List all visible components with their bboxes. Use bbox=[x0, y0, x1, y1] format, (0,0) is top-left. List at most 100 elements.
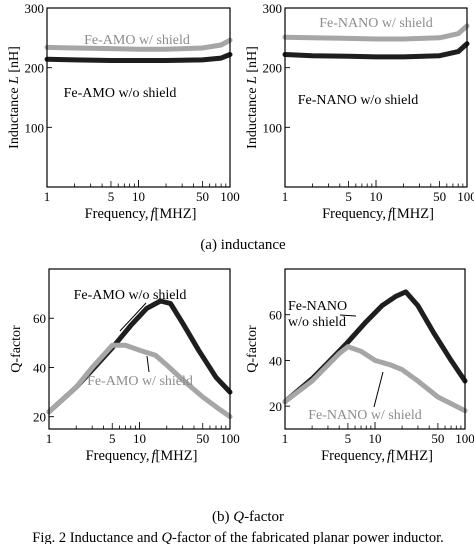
x-tick-label: 100 bbox=[457, 189, 474, 204]
x-axis-label-italic: f bbox=[388, 206, 394, 222]
x-tick-label: 50 bbox=[196, 431, 209, 446]
annotation-leader bbox=[373, 371, 384, 408]
x-tick-label: 50 bbox=[433, 189, 446, 204]
y-axis-label-suffix: [nH] bbox=[7, 46, 22, 76]
caption-b-prefix: (b) bbox=[212, 509, 233, 525]
x-tick-label: 100 bbox=[220, 431, 240, 446]
y-tick-label: 20 bbox=[269, 399, 282, 414]
x-axis-label: Frequency, f[MHZ] bbox=[321, 448, 433, 464]
series-label-line: Fe-NANO bbox=[288, 299, 347, 314]
y-axis-label-prefix: Inductance bbox=[7, 84, 22, 149]
series-line-fe-amo-w-shield bbox=[46, 342, 233, 420]
x-tick-label: 100 bbox=[455, 431, 474, 446]
y-axis-label-prefix: Q-factor bbox=[245, 325, 260, 373]
x-axis-label: Frequency, f[MHZ] bbox=[85, 206, 197, 222]
x-tick-label: 1 bbox=[44, 189, 51, 204]
y-axis-label-prefix: Q-factor bbox=[9, 325, 24, 373]
y-axis-label-suffix: [nH] bbox=[245, 46, 260, 76]
y-axis-label-italic: L bbox=[7, 76, 22, 85]
chart-q-amo: 1 5 10 50 100 20 40 60 Frequency, f[MHZ] Q-factor F… bbox=[9, 268, 240, 464]
annotation-leader bbox=[339, 314, 357, 317]
y-tick-label: 200 bbox=[263, 61, 283, 76]
x-tick-label: 10 bbox=[133, 431, 146, 446]
y-tick-label: 20 bbox=[33, 410, 46, 425]
series-label-fe-amo-w-shield: Fe-AMO w/ shield bbox=[84, 33, 190, 48]
series-label-fe-amo-w-o-shield: Fe-AMO w/o shield bbox=[64, 86, 177, 101]
figure-caption-prefix: Fig. 2 Inductance and bbox=[32, 530, 161, 544]
chart-ind-amo: 1 5 10 50 100 100 200 300 Frequency, f[MHZ] Induct… bbox=[7, 1, 240, 222]
caption-b: (b) Q-factor bbox=[212, 509, 284, 525]
figure-caption-suffix: -factor of the fabricated planar power i… bbox=[172, 530, 444, 544]
caption-a: (a) inductance bbox=[200, 237, 286, 253]
series-line-fe-amo-w-shield bbox=[44, 37, 233, 52]
x-tick-label: 50 bbox=[431, 431, 444, 446]
chart-q-nano: 1 5 10 50 100 20 40 60 Frequency, f[MHZ] Q-factor F… bbox=[245, 268, 474, 464]
x-tick-label: 1 bbox=[282, 189, 289, 204]
annotation-leader bbox=[119, 302, 147, 332]
caption-b-italic: Q bbox=[233, 509, 244, 525]
y-tick-label: 40 bbox=[33, 360, 46, 375]
x-axis-label-suffix: [MHZ] bbox=[156, 448, 198, 464]
y-axis-label: Inductance L [nH] bbox=[7, 46, 22, 149]
y-tick-label: 300 bbox=[263, 1, 283, 16]
chart-ind-nano: 1 5 10 50 100 100 200 300 Frequency, f[MHZ] Induct… bbox=[245, 1, 474, 222]
series-label-line: Fe-NANO w/ shield bbox=[319, 16, 433, 31]
x-tick-label: 5 bbox=[345, 431, 352, 446]
x-tick-label: 10 bbox=[370, 189, 383, 204]
x-tick-label: 5 bbox=[108, 189, 115, 204]
x-axis-label-prefix: Frequency, bbox=[86, 448, 150, 464]
y-tick-label: 300 bbox=[25, 1, 45, 16]
series-line-fe-nano-w-o-shield bbox=[282, 41, 470, 60]
x-axis-label-prefix: Frequency, bbox=[85, 206, 149, 222]
x-tick-label: 5 bbox=[109, 431, 116, 446]
y-axis-label-prefix: Inductance bbox=[245, 84, 260, 149]
series-label-fe-nano-w-o-shield: Fe-NANO w/o shield bbox=[298, 93, 419, 108]
series-line-fe-amo-w-o-shield bbox=[44, 52, 233, 63]
series-label-line: Fe-NANO w/o shield bbox=[298, 93, 419, 108]
series-line-fe-nano-w-shield bbox=[282, 344, 468, 414]
y-axis-label-italic: L bbox=[245, 76, 260, 85]
series-label-fe-amo-w-shield: Fe-AMO w/ shield bbox=[87, 374, 193, 389]
figure-caption-italic: Q bbox=[162, 530, 173, 544]
x-axis-label-suffix: [MHZ] bbox=[392, 206, 434, 222]
x-axis-label-prefix: Frequency, bbox=[321, 448, 385, 464]
series-line-fe-nano-w-shield bbox=[282, 23, 470, 42]
x-axis-label-prefix: Frequency, bbox=[322, 206, 386, 222]
x-axis-label-italic: f bbox=[151, 448, 157, 464]
x-tick-label: 1 bbox=[282, 431, 289, 446]
y-tick-label: 40 bbox=[269, 353, 282, 368]
series-label-fe-nano-w-shield: Fe-NANO w/ shield bbox=[308, 408, 422, 423]
series-label-line: Fe-AMO w/ shield bbox=[84, 33, 190, 48]
caption-b-suffix: -factor bbox=[244, 509, 284, 525]
annotation-leader bbox=[146, 355, 150, 373]
series-label-fe-nano-w-o-shield: Fe-NANO w/o shield bbox=[288, 299, 347, 330]
series-label-line: Fe-AMO w/o shield bbox=[74, 288, 187, 303]
y-axis-label: Q-factor bbox=[9, 325, 24, 373]
x-axis-label-suffix: [MHZ] bbox=[391, 448, 433, 464]
figure-caption: Fig. 2 Inductance and Q-factor of the fa… bbox=[32, 530, 444, 544]
x-axis-label: Frequency, f[MHZ] bbox=[322, 206, 434, 222]
x-tick-label: 50 bbox=[196, 189, 209, 204]
x-axis-label-italic: f bbox=[150, 206, 156, 222]
x-axis-label: Frequency, f[MHZ] bbox=[86, 448, 198, 464]
x-tick-label: 10 bbox=[132, 189, 145, 204]
x-tick-label: 1 bbox=[46, 431, 53, 446]
series-label-fe-amo-w-o-shield: Fe-AMO w/o shield bbox=[74, 288, 187, 303]
y-tick-label: 100 bbox=[25, 120, 45, 135]
y-axis-label: Inductance L [nH] bbox=[245, 46, 260, 149]
x-axis-label-italic: f bbox=[387, 448, 393, 464]
y-tick-label: 100 bbox=[263, 120, 283, 135]
y-tick-label: 60 bbox=[269, 308, 282, 323]
series-label-line: Fe-AMO w/o shield bbox=[64, 86, 177, 101]
x-tick-label: 100 bbox=[220, 189, 240, 204]
x-tick-label: 5 bbox=[345, 189, 352, 204]
series-label-line: Fe-AMO w/ shield bbox=[87, 374, 193, 389]
y-tick-label: 200 bbox=[25, 61, 45, 76]
series-label-fe-nano-w-shield: Fe-NANO w/ shield bbox=[319, 16, 433, 31]
x-tick-label: 10 bbox=[369, 431, 382, 446]
series-label-line: Fe-NANO w/ shield bbox=[308, 408, 422, 423]
y-axis-label: Q-factor bbox=[245, 325, 260, 373]
y-tick-label: 60 bbox=[33, 311, 46, 326]
